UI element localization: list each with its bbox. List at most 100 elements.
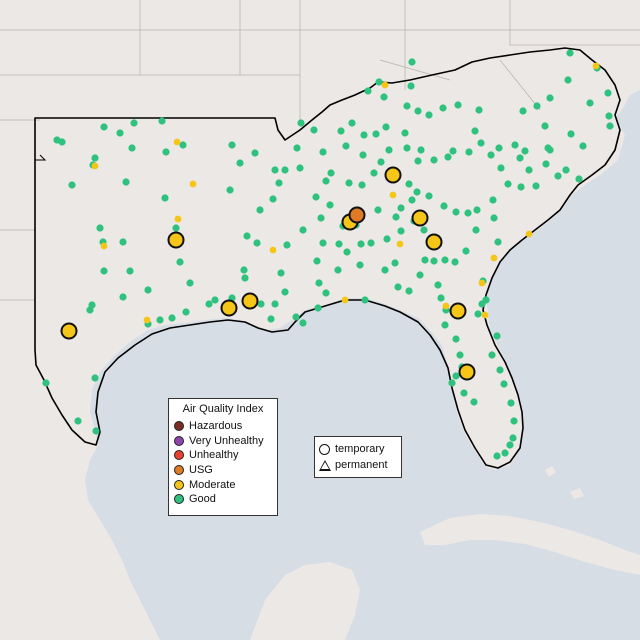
site-marker-good[interactable]: [546, 94, 554, 102]
site-marker-good[interactable]: [407, 82, 415, 90]
site-marker-good[interactable]: [299, 319, 307, 327]
site-marker-good[interactable]: [186, 279, 194, 287]
site-marker-good[interactable]: [437, 294, 445, 302]
site-marker-good[interactable]: [506, 441, 514, 449]
site-marker-good[interactable]: [281, 166, 289, 174]
site-marker-good[interactable]: [317, 214, 325, 222]
site-marker-good[interactable]: [465, 148, 473, 156]
site-marker-good[interactable]: [405, 180, 413, 188]
site-marker-moderate[interactable]: [341, 296, 349, 304]
site-marker-good[interactable]: [119, 238, 127, 246]
site-marker-good[interactable]: [517, 183, 525, 191]
site-marker-good[interactable]: [391, 259, 399, 267]
site-marker-moderate-temporary[interactable]: [411, 209, 429, 227]
site-marker-good[interactable]: [314, 304, 322, 312]
site-marker-good[interactable]: [509, 434, 517, 442]
site-marker-good[interactable]: [251, 149, 259, 157]
site-marker-good[interactable]: [372, 130, 380, 138]
site-marker-good[interactable]: [495, 144, 503, 152]
site-marker-moderate[interactable]: [481, 311, 489, 319]
site-marker-good[interactable]: [441, 256, 449, 264]
site-marker-good[interactable]: [310, 126, 318, 134]
site-marker-good[interactable]: [271, 166, 279, 174]
site-marker-good[interactable]: [475, 106, 483, 114]
site-marker-good[interactable]: [283, 241, 291, 249]
site-marker-good[interactable]: [452, 372, 460, 380]
site-marker-good[interactable]: [319, 148, 327, 156]
site-marker-good[interactable]: [243, 232, 251, 240]
site-marker-good[interactable]: [360, 131, 368, 139]
site-marker-good[interactable]: [430, 156, 438, 164]
site-marker-good[interactable]: [277, 269, 285, 277]
site-marker-good[interactable]: [606, 122, 614, 130]
site-marker-good[interactable]: [96, 224, 104, 232]
site-marker-good[interactable]: [449, 147, 457, 155]
site-marker-good[interactable]: [440, 202, 448, 210]
site-marker-good[interactable]: [322, 177, 330, 185]
site-marker-good[interactable]: [68, 181, 76, 189]
site-marker-good[interactable]: [421, 256, 429, 264]
site-marker-good[interactable]: [408, 58, 416, 66]
site-marker-moderate[interactable]: [381, 81, 389, 89]
site-marker-good[interactable]: [343, 248, 351, 256]
site-marker-good[interactable]: [119, 293, 127, 301]
site-marker-good[interactable]: [292, 313, 300, 321]
site-marker-good[interactable]: [439, 104, 447, 112]
site-marker-good[interactable]: [281, 288, 289, 296]
site-marker-good[interactable]: [144, 286, 152, 294]
site-marker-good[interactable]: [392, 213, 400, 221]
site-marker-good[interactable]: [462, 247, 470, 255]
site-marker-good[interactable]: [470, 398, 478, 406]
site-marker-good[interactable]: [358, 181, 366, 189]
site-marker-good[interactable]: [92, 427, 100, 435]
site-marker-good[interactable]: [488, 351, 496, 359]
site-marker-good[interactable]: [586, 99, 594, 107]
site-marker-moderate[interactable]: [100, 242, 108, 250]
site-marker-good[interactable]: [297, 119, 305, 127]
site-marker-good[interactable]: [382, 123, 390, 131]
site-marker-good[interactable]: [267, 315, 275, 323]
site-marker-good[interactable]: [575, 175, 583, 183]
site-marker-good[interactable]: [554, 172, 562, 180]
site-marker-good[interactable]: [116, 129, 124, 137]
site-marker-good[interactable]: [100, 267, 108, 275]
site-marker-moderate-temporary[interactable]: [425, 233, 443, 251]
site-marker-good[interactable]: [425, 111, 433, 119]
site-marker-moderate[interactable]: [442, 302, 450, 310]
site-marker-moderate[interactable]: [478, 279, 486, 287]
site-marker-good[interactable]: [364, 87, 372, 95]
site-marker-moderate[interactable]: [592, 62, 600, 70]
site-marker-good[interactable]: [525, 166, 533, 174]
site-marker-good[interactable]: [493, 332, 501, 340]
site-marker-good[interactable]: [397, 204, 405, 212]
site-marker-good[interactable]: [296, 164, 304, 172]
site-marker-good[interactable]: [172, 224, 180, 232]
site-marker-good[interactable]: [533, 102, 541, 110]
site-marker-good[interactable]: [472, 226, 480, 234]
site-marker-moderate[interactable]: [174, 215, 182, 223]
site-marker-good[interactable]: [53, 136, 61, 144]
site-marker-good[interactable]: [130, 119, 138, 127]
site-marker-good[interactable]: [441, 321, 449, 329]
site-marker-moderate[interactable]: [189, 180, 197, 188]
site-marker-good[interactable]: [452, 335, 460, 343]
site-marker-good[interactable]: [414, 107, 422, 115]
site-marker-good[interactable]: [420, 226, 428, 234]
site-marker-good[interactable]: [342, 142, 350, 150]
site-marker-good[interactable]: [413, 188, 421, 196]
site-marker-good[interactable]: [460, 389, 468, 397]
site-marker-good[interactable]: [477, 139, 485, 147]
site-marker-good[interactable]: [335, 240, 343, 248]
site-marker-good[interactable]: [564, 76, 572, 84]
site-marker-moderate[interactable]: [396, 240, 404, 248]
site-marker-moderate-temporary[interactable]: [458, 363, 476, 381]
site-marker-good[interactable]: [179, 141, 187, 149]
site-marker-good[interactable]: [451, 258, 459, 266]
site-marker-good[interactable]: [241, 274, 249, 282]
site-marker-good[interactable]: [361, 296, 369, 304]
site-marker-good[interactable]: [348, 119, 356, 127]
site-marker-good[interactable]: [405, 287, 413, 295]
site-marker-good[interactable]: [519, 107, 527, 115]
site-marker-good[interactable]: [403, 144, 411, 152]
site-marker-good[interactable]: [367, 239, 375, 247]
